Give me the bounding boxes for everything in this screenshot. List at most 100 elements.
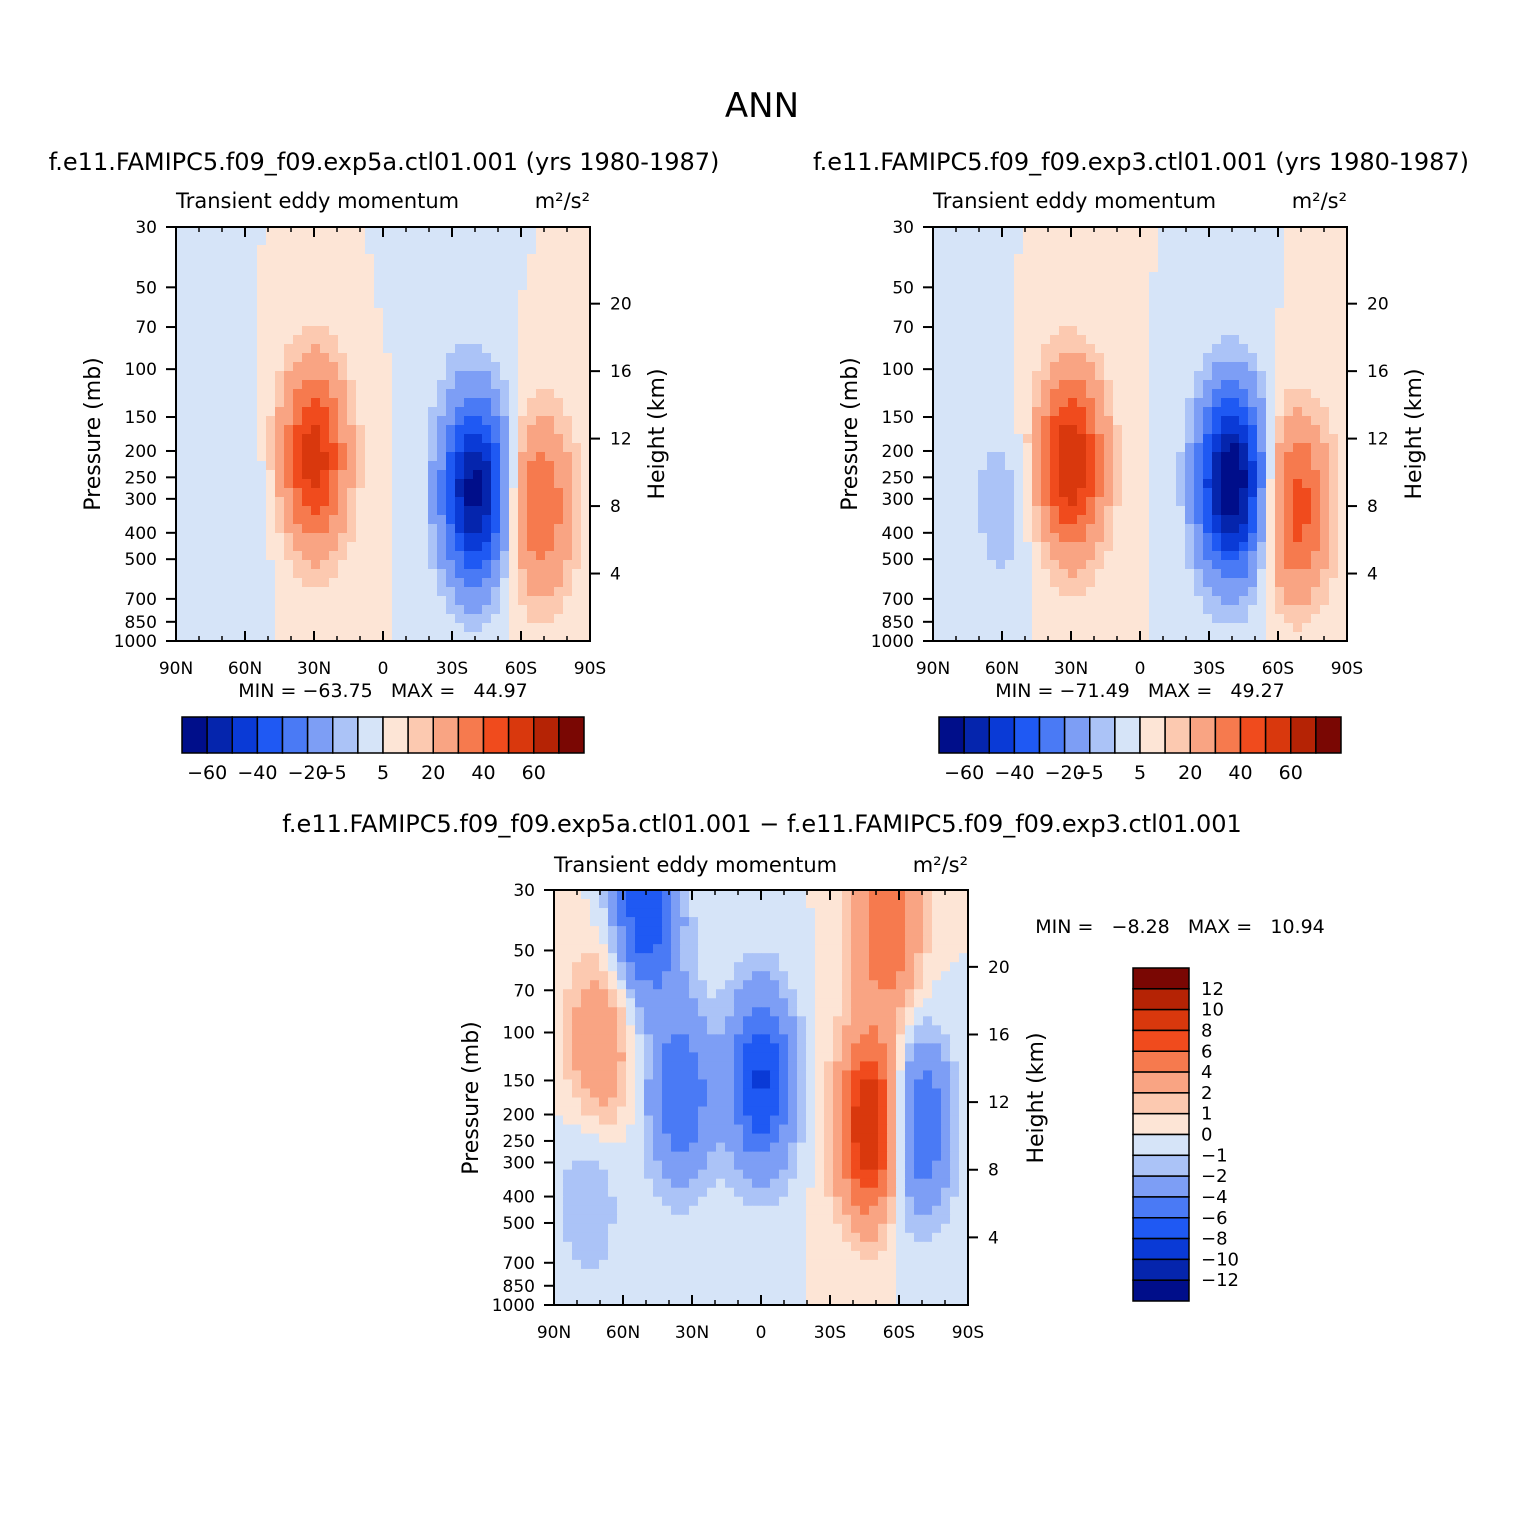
heatmap-cell bbox=[275, 515, 285, 525]
heatmap-cell bbox=[374, 281, 384, 291]
heatmap-cell bbox=[527, 434, 537, 444]
heatmap-cell bbox=[1248, 326, 1258, 336]
heatmap-cell bbox=[806, 908, 816, 918]
heatmap-cell bbox=[689, 953, 699, 963]
heatmap-cell bbox=[914, 908, 924, 918]
heatmap-cell bbox=[1059, 506, 1069, 516]
heatmap-cell bbox=[536, 317, 546, 327]
heatmap-cell bbox=[978, 452, 988, 462]
heatmap-cell bbox=[1239, 299, 1249, 309]
heatmap-cell bbox=[248, 344, 258, 354]
heatmap-cell bbox=[1122, 578, 1132, 588]
heatmap-cell bbox=[410, 299, 420, 309]
heatmap-cell bbox=[987, 560, 997, 570]
heatmap-cell bbox=[338, 578, 348, 588]
heatmap-cell bbox=[491, 470, 501, 480]
heatmap-cell bbox=[185, 407, 195, 417]
heatmap-cell bbox=[293, 560, 303, 570]
heatmap-cell bbox=[410, 488, 420, 498]
heatmap-cell bbox=[572, 971, 582, 981]
heatmap-cell bbox=[752, 935, 762, 945]
heatmap-cell bbox=[338, 443, 348, 453]
heatmap-cell bbox=[212, 533, 222, 543]
heatmap-cell bbox=[194, 569, 204, 579]
heatmap-cell bbox=[1320, 497, 1330, 507]
heatmap-cell bbox=[500, 254, 510, 264]
heatmap-cell bbox=[500, 533, 510, 543]
heatmap-cell bbox=[536, 605, 546, 615]
heatmap-cell bbox=[1059, 281, 1069, 291]
heatmap-cell bbox=[978, 254, 988, 264]
heatmap-cell bbox=[347, 533, 357, 543]
heatmap-cell bbox=[1095, 407, 1105, 417]
heatmap-cell bbox=[1140, 308, 1150, 318]
heatmap-cell bbox=[419, 344, 429, 354]
heatmap-cell bbox=[329, 551, 339, 561]
heatmap-cell bbox=[1320, 506, 1330, 516]
heatmap-cell bbox=[1194, 533, 1204, 543]
heatmap-cell bbox=[1059, 479, 1069, 489]
heatmap-cell bbox=[410, 254, 420, 264]
heatmap-cell bbox=[248, 587, 258, 597]
heatmap-cell bbox=[1257, 407, 1267, 417]
heatmap-cell bbox=[1149, 425, 1159, 435]
heatmap-cell bbox=[392, 470, 402, 480]
heatmap-cell bbox=[284, 407, 294, 417]
heatmap-cell bbox=[960, 524, 970, 534]
heatmap-cell bbox=[554, 926, 564, 936]
heatmap-cell bbox=[590, 926, 600, 936]
heatmap-cell bbox=[428, 425, 438, 435]
heatmap-cell bbox=[572, 578, 582, 588]
heatmap-cell bbox=[563, 623, 573, 633]
heatmap-cell bbox=[653, 908, 663, 918]
heatmap-cell bbox=[1302, 236, 1312, 246]
heatmap-cell bbox=[1293, 524, 1303, 534]
heatmap-cell bbox=[1059, 605, 1069, 615]
heatmap-cell bbox=[536, 362, 546, 372]
heatmap-cell bbox=[365, 461, 375, 471]
heatmap-cell bbox=[1167, 506, 1177, 516]
heatmap-cell bbox=[356, 299, 366, 309]
heatmap-cell bbox=[275, 425, 285, 435]
heatmap-cell bbox=[960, 326, 970, 336]
heatmap-cell bbox=[482, 479, 492, 489]
heatmap-cell bbox=[987, 596, 997, 606]
heatmap-cell bbox=[1023, 578, 1033, 588]
heatmap-cell bbox=[266, 308, 276, 318]
heatmap-cell bbox=[1176, 245, 1186, 255]
heatmap-cell bbox=[419, 425, 429, 435]
heatmap-cell bbox=[491, 452, 501, 462]
heatmap-cell bbox=[978, 308, 988, 318]
heatmap-cell bbox=[545, 587, 555, 597]
heatmap-cell bbox=[1005, 578, 1015, 588]
heatmap-cell bbox=[383, 272, 393, 282]
heatmap-cell bbox=[248, 254, 258, 264]
heatmap-cell bbox=[1059, 236, 1069, 246]
heatmap-cell bbox=[933, 497, 943, 507]
heatmap-cell bbox=[1212, 560, 1222, 570]
heatmap-cell bbox=[518, 317, 528, 327]
heatmap-cell bbox=[1032, 461, 1042, 471]
heatmap-cell bbox=[626, 944, 636, 954]
heatmap-cell bbox=[581, 917, 591, 927]
heatmap-cell bbox=[356, 488, 366, 498]
heatmap-cell bbox=[1023, 533, 1033, 543]
heatmap-cell bbox=[1041, 506, 1051, 516]
heatmap-cell bbox=[1257, 236, 1267, 246]
heatmap-cell bbox=[194, 461, 204, 471]
heatmap-cell bbox=[374, 371, 384, 381]
heatmap-cell bbox=[869, 980, 879, 990]
heatmap-cell bbox=[338, 434, 348, 444]
heatmap-cell bbox=[1284, 299, 1294, 309]
heatmap-cell bbox=[563, 290, 573, 300]
heatmap-cell bbox=[1095, 542, 1105, 552]
heatmap-cell bbox=[1320, 578, 1330, 588]
heatmap-cell bbox=[419, 353, 429, 363]
heatmap-cell bbox=[1014, 551, 1024, 561]
heatmap-cell bbox=[1041, 335, 1051, 345]
heatmap-cell bbox=[987, 254, 997, 264]
heatmap-cell bbox=[1149, 524, 1159, 534]
heatmap-cell bbox=[933, 263, 943, 273]
heatmap-cell bbox=[933, 452, 943, 462]
heatmap-cell bbox=[518, 461, 528, 471]
